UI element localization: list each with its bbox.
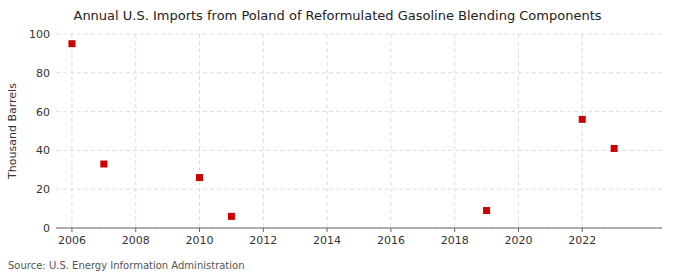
x-tick-label: 2012 [249,234,277,247]
grid-line-y [56,34,662,35]
grid-line-x [327,34,328,228]
grid-line-x [454,34,455,228]
y-tick-label: 20 [36,183,50,196]
x-tick [518,228,519,232]
data-point [611,145,618,152]
y-tick-label: 60 [36,106,50,119]
y-tick-label: 0 [43,222,50,235]
x-tick [390,228,391,232]
x-axis-line [56,228,662,229]
x-tick [582,228,583,232]
chart-title: Annual U.S. Imports from Poland of Refor… [73,8,601,23]
grid-line-y [56,111,662,112]
grid-line-x [390,34,391,228]
x-tick-label: 2010 [186,234,214,247]
source-note: Source: U.S. Energy Information Administ… [8,260,245,271]
y-tick-label: 40 [36,144,50,157]
x-tick-label: 2014 [313,234,341,247]
chart-svg: 2006 2008 2010 2012 2014 2016 2018 2020 2022 0 20 4… [0,0,675,275]
grid-line-x [263,34,264,228]
y-tick-label: 80 [36,67,50,80]
grid-line-x [135,34,136,228]
x-tick-label: 2016 [377,234,405,247]
x-tick [454,228,455,232]
y-axis-label: Thousand Barrels [6,83,19,180]
x-tick-label: 2020 [504,234,532,247]
chart-container: 2006 2008 2010 2012 2014 2016 2018 2020 2022 0 20 4… [0,0,675,275]
x-tick [327,228,328,232]
x-tick [135,228,136,232]
grid [56,34,662,228]
data-point [579,116,586,123]
grid-line-y [56,72,662,73]
x-tick-label: 2008 [122,234,150,247]
grid-line-x [518,34,519,228]
x-tick-label: 2022 [568,234,596,247]
x-tick-label: 2018 [441,234,469,247]
data-point [483,207,490,214]
grid-line-y [56,228,662,229]
grid-line-x [582,34,583,228]
data-point [196,174,203,181]
grid-line-y [56,189,662,190]
x-tick [71,228,72,232]
grid-line-x [199,34,200,228]
data-point [100,160,107,167]
data-points [68,40,617,220]
y-tick-label: 100 [29,28,50,41]
x-tick-label: 2006 [58,234,86,247]
data-point [228,213,235,220]
plot-area [56,34,662,228]
grid-line-y [56,150,662,151]
x-tick [263,228,264,232]
data-point [68,40,75,47]
x-tick [199,228,200,232]
grid-line-x [71,34,72,228]
